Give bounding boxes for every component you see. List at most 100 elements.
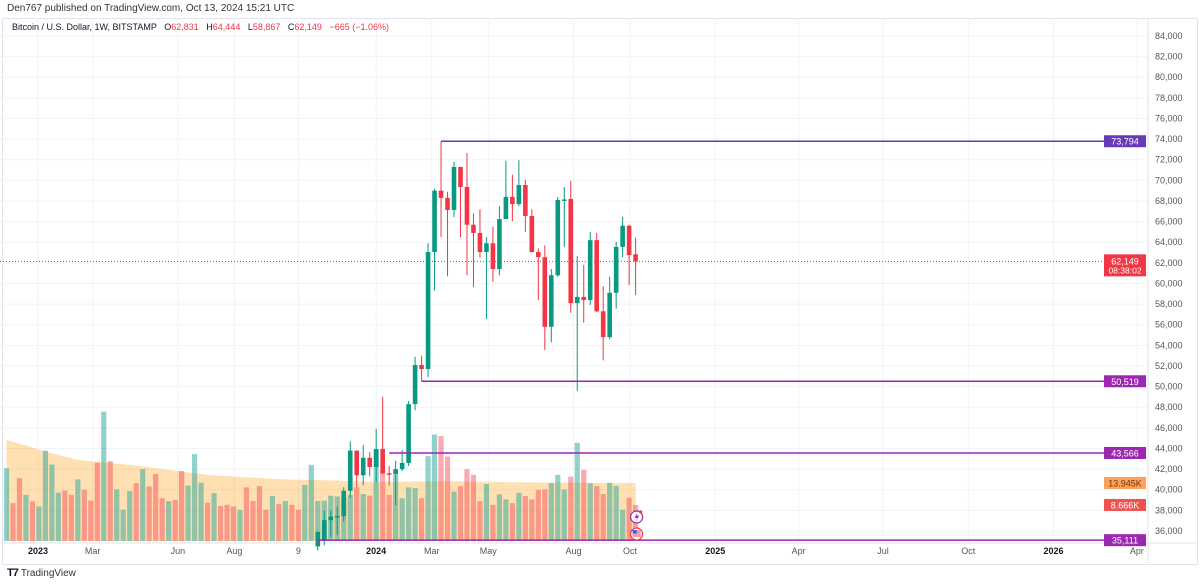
x-tick-label: Aug xyxy=(566,546,582,556)
candle-body xyxy=(594,240,600,312)
volume-bar xyxy=(29,501,36,541)
y-tick-label: 56,000 xyxy=(1155,320,1183,330)
candle-body xyxy=(548,275,554,327)
change-value: −665 (−1.06%) xyxy=(329,22,389,32)
candle-body xyxy=(626,225,632,256)
level-price-label: 35,111 xyxy=(1112,536,1138,546)
candle-body xyxy=(633,254,638,262)
y-tick-label: 50,000 xyxy=(1155,382,1183,392)
x-tick-label: Mar xyxy=(424,546,440,556)
volume-bar xyxy=(509,503,515,541)
y-tick-label: 72,000 xyxy=(1155,155,1183,165)
y-tick-label: 82,000 xyxy=(1155,52,1183,62)
volume-bar xyxy=(568,476,574,541)
candle-body xyxy=(510,196,515,205)
y-tick-label: 58,000 xyxy=(1155,299,1183,309)
candle-body xyxy=(477,232,483,253)
chart-frame xyxy=(2,18,1198,565)
volume-bar xyxy=(250,501,256,541)
volume-bar xyxy=(438,436,444,541)
x-tick-label: Aug xyxy=(226,546,242,556)
low-label: L xyxy=(247,22,253,32)
volume-bar xyxy=(308,464,314,541)
volume-bar xyxy=(10,503,16,541)
volume-bar xyxy=(237,509,243,541)
candle-body xyxy=(438,190,444,198)
candle-body xyxy=(386,473,392,475)
level-price-label: 43,566 xyxy=(1111,448,1139,458)
candle-body xyxy=(581,296,587,300)
volume-bar xyxy=(295,509,301,541)
close-label: C xyxy=(287,22,295,32)
volume-bar xyxy=(535,489,541,541)
volume-bar xyxy=(16,478,23,541)
candle-body xyxy=(334,516,340,518)
candle-body xyxy=(574,296,580,304)
volume-bar xyxy=(483,484,490,541)
lightning-icon-glyph xyxy=(634,512,640,522)
x-tick-label: 2025 xyxy=(705,546,725,556)
volume-ma-label-bg xyxy=(1104,476,1146,489)
x-tick-label: 9 xyxy=(296,546,301,556)
volume-bar xyxy=(548,483,554,541)
y-tick-label: 84,000 xyxy=(1155,31,1183,41)
level-price-label: 73,794 xyxy=(1111,137,1139,147)
volume-bar xyxy=(23,494,29,541)
x-tick-label: May xyxy=(480,546,498,556)
x-tick-label: Apr xyxy=(792,546,806,556)
symbol-title[interactable]: Bitcoin / U.S. Dollar, 1W, BITSTAMP xyxy=(12,22,157,32)
tradingview-logo[interactable]: T7 TradingView xyxy=(7,567,76,579)
publisher-line: Den767 published on TradingView.com, Oct… xyxy=(7,3,295,14)
candle-body xyxy=(321,520,327,541)
volume-bar xyxy=(496,494,503,541)
candle-body xyxy=(555,199,561,276)
y-tick-label: 76,000 xyxy=(1155,113,1183,123)
high-value: 64,444 xyxy=(212,22,241,32)
volume-bar xyxy=(94,462,100,541)
volume-ma-label: 13.945K xyxy=(1108,478,1142,488)
candle-body xyxy=(373,449,379,468)
candle-body xyxy=(542,257,548,327)
volume-bar xyxy=(386,494,392,541)
volume-bar xyxy=(289,504,295,541)
candle-body xyxy=(367,457,372,468)
volume-bar xyxy=(217,506,224,541)
candle-body xyxy=(523,185,528,216)
volume-bar xyxy=(36,506,42,541)
volume-bar xyxy=(425,456,431,541)
volume-bar xyxy=(607,482,613,541)
volume-bar xyxy=(561,489,567,541)
candle-body xyxy=(497,219,502,270)
candle-body xyxy=(620,225,625,247)
x-tick-label: Apr xyxy=(1130,546,1144,556)
volume-bar xyxy=(457,486,464,541)
level-price-label: 50,519 xyxy=(1111,377,1139,387)
volume-bar xyxy=(360,493,366,541)
x-tick-label: 2024 xyxy=(366,546,386,556)
candle-body xyxy=(464,186,470,225)
open-label: O xyxy=(164,22,172,32)
volume-bar xyxy=(101,411,107,541)
volume-bar xyxy=(198,482,204,541)
volume-bar xyxy=(3,468,10,541)
volume-bar xyxy=(81,489,87,541)
volume-bar xyxy=(444,456,451,541)
x-tick-label: Oct xyxy=(961,546,976,556)
volume-bar xyxy=(55,492,61,541)
y-tick-label: 46,000 xyxy=(1155,423,1183,433)
candle-body xyxy=(568,198,574,304)
volume-bar xyxy=(68,494,74,541)
volume-bar xyxy=(477,501,483,541)
volume-bar xyxy=(107,461,113,541)
x-tick-label: 2026 xyxy=(1043,546,1063,556)
level-price-label-bg xyxy=(1104,375,1146,388)
volume-bar xyxy=(153,474,159,541)
volume-bar xyxy=(367,495,373,541)
candle-body xyxy=(341,490,347,517)
volume-bar xyxy=(490,504,496,541)
y-tick-label: 78,000 xyxy=(1155,93,1183,103)
last-price-label: 62,149 xyxy=(1111,256,1139,266)
y-tick-label: 36,000 xyxy=(1155,526,1183,536)
volume-bar xyxy=(140,469,146,541)
